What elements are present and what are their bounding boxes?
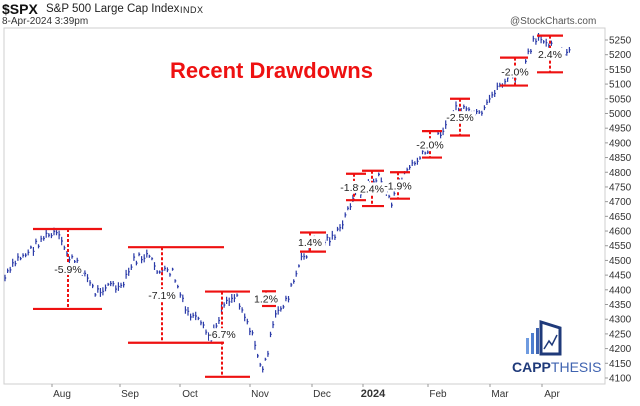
label-bg — [417, 138, 445, 151]
x-axis: Aug Sep Oct Nov Dec 2024 Feb Mar Apr — [51, 384, 560, 400]
label-bg — [209, 328, 237, 341]
y-tick-label: 4750 — [609, 182, 632, 193]
drawdown-label: -5.9% — [54, 264, 81, 276]
label-bg — [55, 262, 83, 275]
y-tick-label: 4150 — [609, 359, 632, 370]
drawdown-label: 2.4% — [360, 183, 384, 195]
drawdown-marker: -2.0% — [500, 56, 530, 87]
y-tick-label: 4100 — [609, 373, 632, 384]
label-bg — [297, 236, 325, 249]
y-tick-label: 4850 — [609, 153, 632, 164]
drawdown-label: -2.0% — [501, 67, 528, 79]
y-tick-label: 5250 — [609, 36, 632, 47]
y-tick-label: 4200 — [609, 344, 632, 355]
ohlc-bars — [4, 33, 571, 373]
drawdown-label: -6.7% — [208, 329, 235, 341]
exchange-label: INDX — [180, 5, 204, 15]
y-tick-label: 5150 — [609, 65, 632, 76]
drawdown-marker: 2.4% — [537, 34, 565, 74]
x-tick-label: Oct — [182, 389, 198, 400]
drawdown-label: -2.5% — [446, 112, 473, 124]
label-bg — [502, 65, 530, 78]
brand-thesis: THESIS — [551, 359, 602, 375]
y-tick-label: 5100 — [609, 80, 632, 91]
ticker-symbol: $SPX — [2, 1, 38, 17]
label-bg — [385, 179, 413, 192]
y-tick-label: 4550 — [609, 241, 632, 252]
x-tick-label: Mar — [491, 389, 509, 400]
drawdown-annotations: -5.9%-7.1%-6.7%1.2%1.4%-1.8%2.4% -1.9%-2.… — [33, 34, 565, 378]
x-tick-label: Apr — [544, 389, 560, 400]
drawdown-label: 1.4% — [298, 237, 322, 249]
plot-frame — [3, 27, 606, 385]
logo-bar-2 — [531, 333, 534, 354]
label-bg — [359, 182, 387, 195]
drawdown-marker: 1.4% — [297, 231, 326, 253]
drawdown-label: 1.2% — [254, 294, 278, 306]
svg-text:CAPPTHESIS: CAPPTHESIS — [512, 359, 601, 375]
x-tick-label: Nov — [251, 389, 269, 400]
y-tick-label: 5000 — [609, 109, 632, 120]
stockcharts-credit: @StockCharts.com — [510, 16, 597, 27]
label-bg — [149, 288, 177, 301]
y-tick-label: 4250 — [609, 329, 632, 340]
label-bg — [447, 111, 475, 124]
y-axis: 5250 5200 5150 5100 5050 5000 4950 4900 4850 4800… — [605, 36, 632, 384]
label-bg — [537, 47, 565, 60]
y-tick-label: 5200 — [609, 50, 632, 61]
y-tick-label: 4450 — [609, 271, 632, 282]
y-tick-label: 4350 — [609, 300, 632, 311]
x-tick-label: Dec — [313, 389, 331, 400]
x-tick-label: Aug — [53, 389, 71, 400]
y-tick-label: 4650 — [609, 212, 632, 223]
index-name: S&P 500 Large Cap Index — [46, 3, 180, 15]
x-tick-label: Feb — [429, 389, 447, 400]
drawdown-marker: -2.5% — [446, 97, 475, 137]
y-tick-label: 4950 — [609, 124, 632, 135]
x-tick-label: Sep — [121, 389, 139, 400]
drawdown-label: -1.9% — [384, 180, 411, 192]
drawdown-marker: -2.0% — [416, 130, 445, 159]
y-tick-label: 4400 — [609, 285, 632, 296]
y-tick-label: 4900 — [609, 138, 632, 149]
brand-capp: CAPP — [512, 359, 551, 375]
drawdown-marker: -5.9% — [33, 227, 102, 311]
y-tick-label: 4800 — [609, 168, 632, 179]
drawdown-marker: -7.1% — [128, 246, 224, 344]
drawdown-marker: 1.2% — [253, 290, 281, 308]
logo-bar-1 — [526, 338, 529, 354]
drawdown-marker: -1.9% — [384, 171, 413, 200]
price-series — [4, 33, 571, 373]
drawdown-marker: -6.7% — [205, 290, 250, 378]
y-tick-label: 4300 — [609, 315, 632, 326]
y-tick-label: 4700 — [609, 197, 632, 208]
drawdown-label: 2.4% — [538, 49, 562, 61]
drawdown-label: -7.1% — [148, 290, 175, 302]
y-tick-label: 4500 — [609, 256, 632, 267]
trend-line-icon — [543, 334, 558, 350]
annotation-title: Recent Drawdowns — [170, 58, 373, 83]
drawdown-label: -2.0% — [416, 139, 443, 151]
label-bg — [253, 292, 281, 305]
drawdown-marker: 2.4% — [359, 169, 387, 208]
chart-date: 8-Apr-2024 3:39pm — [2, 16, 89, 27]
logo-frame-icon — [539, 319, 562, 356]
y-tick-label: 5050 — [609, 94, 632, 105]
y-tick-label: 4600 — [609, 227, 632, 238]
x-tick-label: 2024 — [361, 388, 386, 400]
logo-bar-3 — [536, 328, 539, 354]
capp-thesis-logo: CAPPTHESIS — [512, 319, 601, 375]
